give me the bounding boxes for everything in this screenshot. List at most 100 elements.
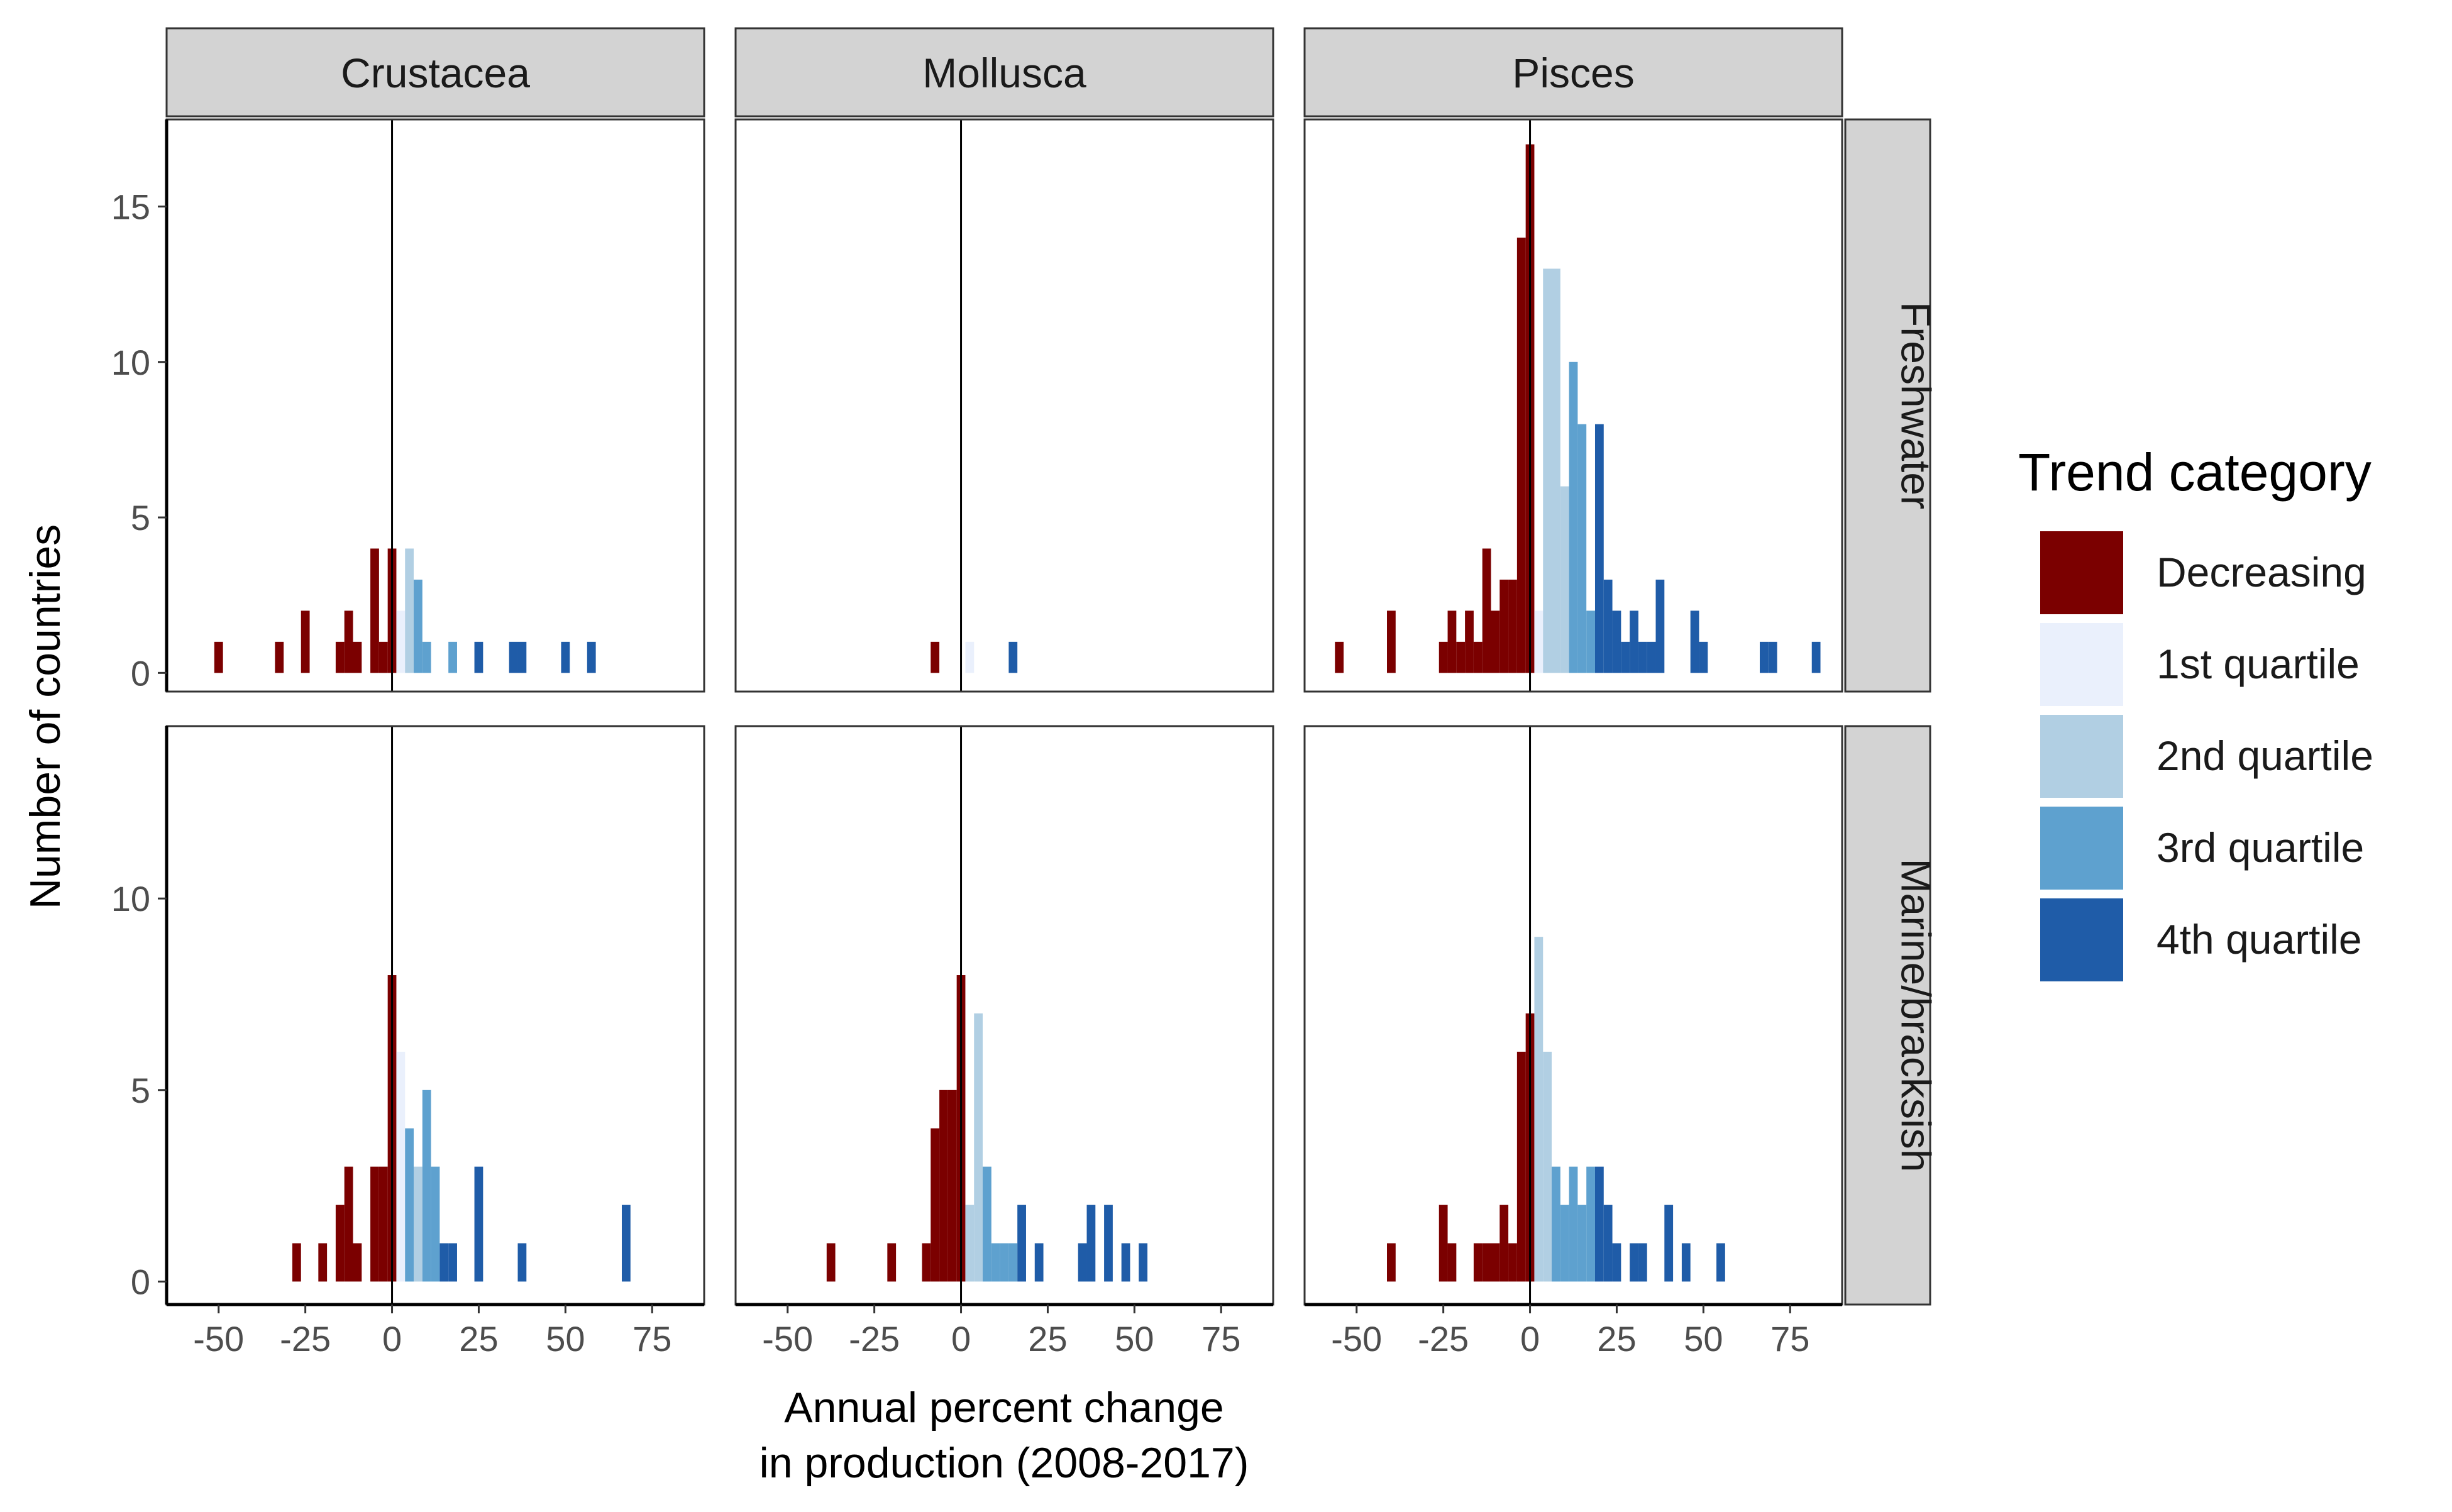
x-axis-title-line-2: in production (2008-2017) bbox=[759, 1439, 1249, 1487]
histogram-bar bbox=[405, 548, 414, 673]
histogram-bar bbox=[1560, 486, 1569, 673]
histogram-bar bbox=[335, 641, 345, 673]
histogram-bar bbox=[1534, 610, 1544, 673]
y-tick-label: 10 bbox=[111, 879, 150, 919]
histogram-bar bbox=[1491, 1243, 1500, 1282]
panel-border bbox=[734, 118, 1274, 693]
x-tick-label: -50 bbox=[762, 1319, 813, 1359]
histogram-bar bbox=[1482, 548, 1491, 673]
histogram-bar bbox=[965, 641, 975, 673]
histogram-bar bbox=[1594, 1166, 1604, 1282]
legend-label: Decreasing bbox=[2157, 549, 2366, 595]
panel-marine-bracksish-pisces bbox=[1303, 725, 1843, 1306]
histogram-bar bbox=[292, 1243, 301, 1282]
x-tick-label: 50 bbox=[1115, 1319, 1154, 1359]
y-tick-label: 0 bbox=[131, 653, 150, 693]
histogram-bar bbox=[931, 1128, 940, 1282]
histogram-bar bbox=[1017, 1205, 1026, 1282]
legend-label: 4th quartile bbox=[2157, 916, 2362, 963]
histogram-bar bbox=[474, 641, 483, 673]
histogram-bar bbox=[587, 641, 596, 673]
y-tick-label: 5 bbox=[131, 1071, 150, 1110]
histogram-bar bbox=[991, 1243, 1000, 1282]
x-tick-label: 0 bbox=[382, 1319, 402, 1359]
histogram-bar bbox=[561, 641, 570, 673]
facet-strip-label: Crustacea bbox=[341, 50, 530, 96]
histogram-bar bbox=[509, 641, 518, 673]
histogram-bar bbox=[214, 641, 223, 673]
x-tick-label: 25 bbox=[1597, 1319, 1636, 1359]
legend-label: 3rd quartile bbox=[2157, 824, 2364, 871]
histogram-bar bbox=[1811, 641, 1821, 673]
histogram-bar bbox=[1034, 1243, 1044, 1282]
legend: Trend category Decreasing 1st quartile 2nd… bbox=[2018, 443, 2373, 981]
histogram-bar bbox=[370, 548, 379, 673]
histogram-bar bbox=[1534, 937, 1544, 1282]
histogram-bar bbox=[448, 641, 457, 673]
histogram-bar bbox=[439, 1243, 449, 1282]
histogram-bar bbox=[1499, 579, 1509, 673]
facet-row-label: Freshwater bbox=[1893, 302, 1940, 509]
histogram-bar bbox=[1638, 641, 1647, 673]
facet-strip-freshwater bbox=[1844, 118, 1931, 693]
panel-marine-bracksish-crustacea bbox=[165, 725, 705, 1306]
histogram-bar bbox=[965, 1205, 975, 1282]
panel-border bbox=[1303, 118, 1843, 693]
histogram-bar bbox=[396, 610, 406, 673]
panel-background bbox=[736, 726, 1273, 1305]
histogram-bar bbox=[431, 1166, 440, 1282]
histogram-bar bbox=[474, 1166, 483, 1282]
legend-label: 2nd quartile bbox=[2157, 732, 2373, 779]
legend-key-dec bbox=[2040, 531, 2123, 614]
histogram-bar bbox=[922, 1243, 931, 1282]
histogram-bar bbox=[1630, 610, 1638, 673]
histogram-bar bbox=[1387, 610, 1396, 673]
histogram-bar bbox=[1768, 641, 1777, 673]
legend-key-q1 bbox=[2040, 623, 2123, 706]
histogram-bar bbox=[1121, 1243, 1130, 1282]
histogram-bar bbox=[1473, 641, 1483, 673]
histogram-bar bbox=[1552, 1166, 1560, 1282]
x-tick-label: 75 bbox=[632, 1319, 671, 1359]
histogram-bar bbox=[414, 579, 422, 673]
x-tick-label: 0 bbox=[951, 1319, 971, 1359]
histogram-bar bbox=[1008, 641, 1018, 673]
x-tick-label: -50 bbox=[193, 1319, 244, 1359]
y-tick-label: 15 bbox=[111, 187, 150, 226]
histogram-bar bbox=[1543, 1051, 1552, 1282]
histogram-bar bbox=[931, 641, 940, 673]
histogram-bar bbox=[1482, 1243, 1491, 1282]
histogram-bar bbox=[1716, 1243, 1725, 1282]
histogram-bar bbox=[1638, 1243, 1647, 1282]
histogram-bar bbox=[378, 1166, 388, 1282]
histogram-bar bbox=[1491, 610, 1500, 673]
x-axis-title-line-1: Annual percent change bbox=[784, 1384, 1223, 1432]
histogram-bar bbox=[1499, 1205, 1509, 1282]
histogram-bar bbox=[275, 641, 284, 673]
histogram-bar bbox=[344, 610, 353, 673]
histogram-bar bbox=[1690, 610, 1699, 673]
legend-key-q2 bbox=[2040, 715, 2123, 798]
histogram-bar bbox=[370, 1166, 379, 1282]
facet-strip-label: Mollusca bbox=[922, 50, 1086, 96]
panel-freshwater-crustacea bbox=[165, 118, 705, 693]
histogram-bar bbox=[422, 641, 431, 673]
x-tick-label: -25 bbox=[280, 1319, 331, 1359]
facet-strip-crustacea bbox=[165, 27, 705, 118]
histogram-bar bbox=[1621, 641, 1630, 673]
histogram-bar bbox=[318, 1243, 328, 1282]
y-axis-title: Number of countries bbox=[21, 524, 69, 909]
histogram-bar bbox=[1139, 1243, 1148, 1282]
histogram-bar bbox=[826, 1243, 836, 1282]
histogram-bar bbox=[1560, 1205, 1569, 1282]
histogram-bar bbox=[1569, 1166, 1578, 1282]
histogram-bar bbox=[422, 1090, 431, 1282]
histogram-bar bbox=[1078, 1243, 1087, 1282]
histogram-bar bbox=[1577, 424, 1587, 673]
histogram-bar bbox=[1612, 610, 1621, 673]
histogram-bar bbox=[1000, 1243, 1009, 1282]
histogram-bar bbox=[1681, 1243, 1691, 1282]
histogram-bar bbox=[887, 1243, 897, 1282]
histogram-bar bbox=[983, 1166, 991, 1282]
